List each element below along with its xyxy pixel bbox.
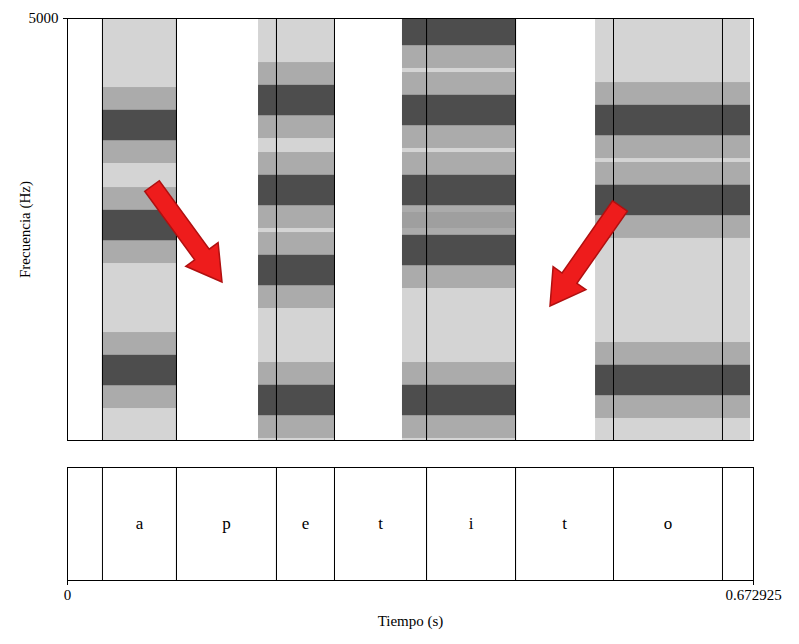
svg-text:t: t — [378, 514, 383, 533]
svg-text:i: i — [469, 514, 474, 533]
svg-text:a: a — [136, 514, 144, 533]
svg-text:Frecuencia (Hz): Frecuencia (Hz) — [17, 181, 34, 278]
svg-text:e: e — [302, 514, 310, 533]
svg-text:Tiempo (s): Tiempo (s) — [378, 613, 444, 630]
svg-text:o: o — [664, 514, 673, 533]
svg-text:5000: 5000 — [29, 10, 59, 26]
svg-text:0.672925: 0.672925 — [725, 587, 781, 603]
svg-text:t: t — [562, 514, 567, 533]
svg-text:p: p — [222, 514, 231, 533]
svg-text:0: 0 — [64, 587, 72, 603]
